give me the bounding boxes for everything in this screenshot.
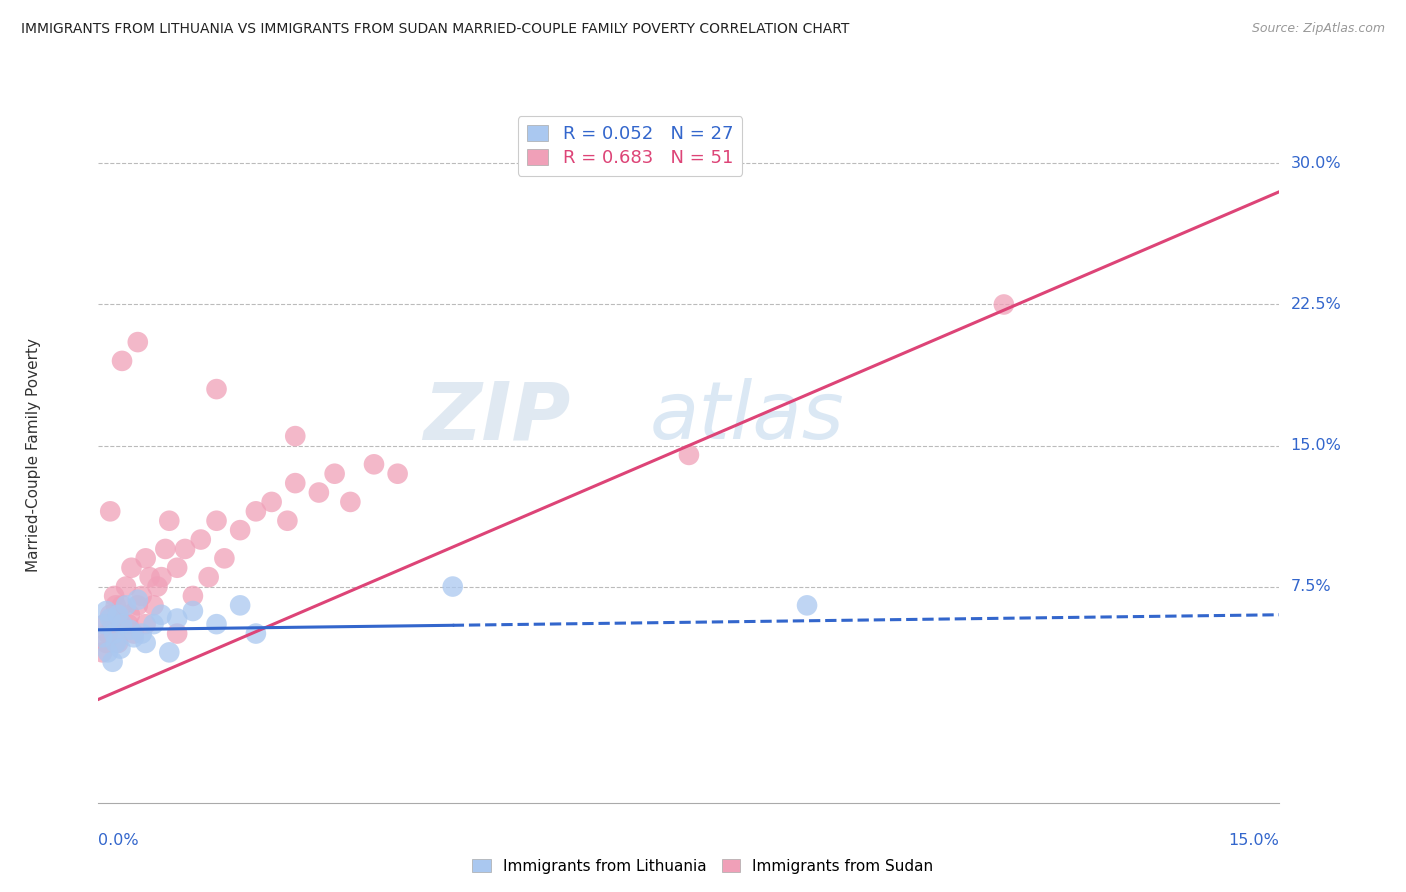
- Legend: R = 0.052   N = 27, R = 0.683   N = 51: R = 0.052 N = 27, R = 0.683 N = 51: [517, 116, 742, 176]
- Point: [363, 458, 385, 472]
- Point: [174, 541, 197, 556]
- Point: [205, 514, 228, 528]
- Point: [166, 626, 188, 640]
- Point: [142, 617, 165, 632]
- Point: [214, 551, 236, 566]
- Point: [157, 514, 180, 528]
- Point: [339, 495, 361, 509]
- Point: [103, 626, 125, 640]
- Point: [229, 599, 252, 613]
- Point: [323, 467, 346, 481]
- Point: [104, 636, 127, 650]
- Point: [284, 476, 307, 491]
- Point: [111, 599, 134, 613]
- Point: [115, 580, 138, 594]
- Point: [308, 485, 330, 500]
- Point: [107, 636, 129, 650]
- Point: [166, 611, 188, 625]
- Point: [127, 599, 149, 613]
- Point: [96, 636, 118, 650]
- Point: [103, 589, 125, 603]
- Text: ZIP: ZIP: [423, 378, 571, 457]
- Point: [260, 495, 283, 509]
- Text: 22.5%: 22.5%: [1291, 297, 1341, 312]
- Point: [122, 630, 145, 644]
- Point: [96, 604, 118, 618]
- Point: [122, 626, 145, 640]
- Point: [131, 589, 153, 603]
- Point: [181, 604, 204, 618]
- Point: [441, 580, 464, 594]
- Point: [135, 617, 157, 632]
- Point: [245, 626, 267, 640]
- Point: [276, 514, 298, 528]
- Point: [166, 560, 188, 574]
- Point: [118, 623, 141, 637]
- Point: [101, 617, 124, 632]
- Legend: Immigrants from Lithuania, Immigrants from Sudan: Immigrants from Lithuania, Immigrants fr…: [467, 853, 939, 880]
- Text: 7.5%: 7.5%: [1291, 579, 1331, 594]
- Point: [127, 592, 149, 607]
- Point: [131, 626, 153, 640]
- Point: [91, 630, 114, 644]
- Point: [190, 533, 212, 547]
- Point: [118, 607, 141, 622]
- Point: [181, 589, 204, 603]
- Text: IMMIGRANTS FROM LITHUANIA VS IMMIGRANTS FROM SUDAN MARRIED-COUPLE FAMILY POVERTY: IMMIGRANTS FROM LITHUANIA VS IMMIGRANTS …: [21, 22, 849, 37]
- Point: [121, 560, 143, 574]
- Point: [245, 504, 267, 518]
- Point: [387, 467, 409, 481]
- Point: [97, 626, 120, 640]
- Text: 15.0%: 15.0%: [1291, 438, 1341, 453]
- Point: [142, 599, 165, 613]
- Point: [127, 335, 149, 350]
- Point: [146, 580, 169, 594]
- Text: 0.0%: 0.0%: [98, 833, 139, 848]
- Point: [678, 448, 700, 462]
- Point: [796, 599, 818, 613]
- Point: [98, 504, 121, 518]
- Point: [93, 617, 115, 632]
- Point: [135, 551, 157, 566]
- Point: [98, 611, 121, 625]
- Point: [138, 570, 160, 584]
- Point: [205, 617, 228, 632]
- Point: [104, 599, 127, 613]
- Text: Source: ZipAtlas.com: Source: ZipAtlas.com: [1251, 22, 1385, 36]
- Point: [107, 607, 129, 622]
- Point: [135, 636, 157, 650]
- Text: 15.0%: 15.0%: [1229, 833, 1279, 848]
- Point: [115, 599, 138, 613]
- Point: [993, 297, 1015, 311]
- Text: 30.0%: 30.0%: [1291, 156, 1341, 171]
- Text: Married-Couple Family Poverty: Married-Couple Family Poverty: [25, 338, 41, 572]
- Point: [97, 645, 120, 659]
- Point: [197, 570, 219, 584]
- Text: atlas: atlas: [650, 378, 845, 457]
- Point: [101, 655, 124, 669]
- Point: [91, 645, 114, 659]
- Point: [157, 645, 180, 659]
- Point: [93, 617, 115, 632]
- Point: [98, 607, 121, 622]
- Point: [117, 617, 139, 632]
- Point: [110, 617, 132, 632]
- Point: [284, 429, 307, 443]
- Point: [155, 541, 177, 556]
- Point: [110, 641, 132, 656]
- Point: [229, 523, 252, 537]
- Point: [111, 354, 134, 368]
- Point: [111, 617, 134, 632]
- Point: [150, 570, 173, 584]
- Point: [205, 382, 228, 396]
- Point: [150, 607, 173, 622]
